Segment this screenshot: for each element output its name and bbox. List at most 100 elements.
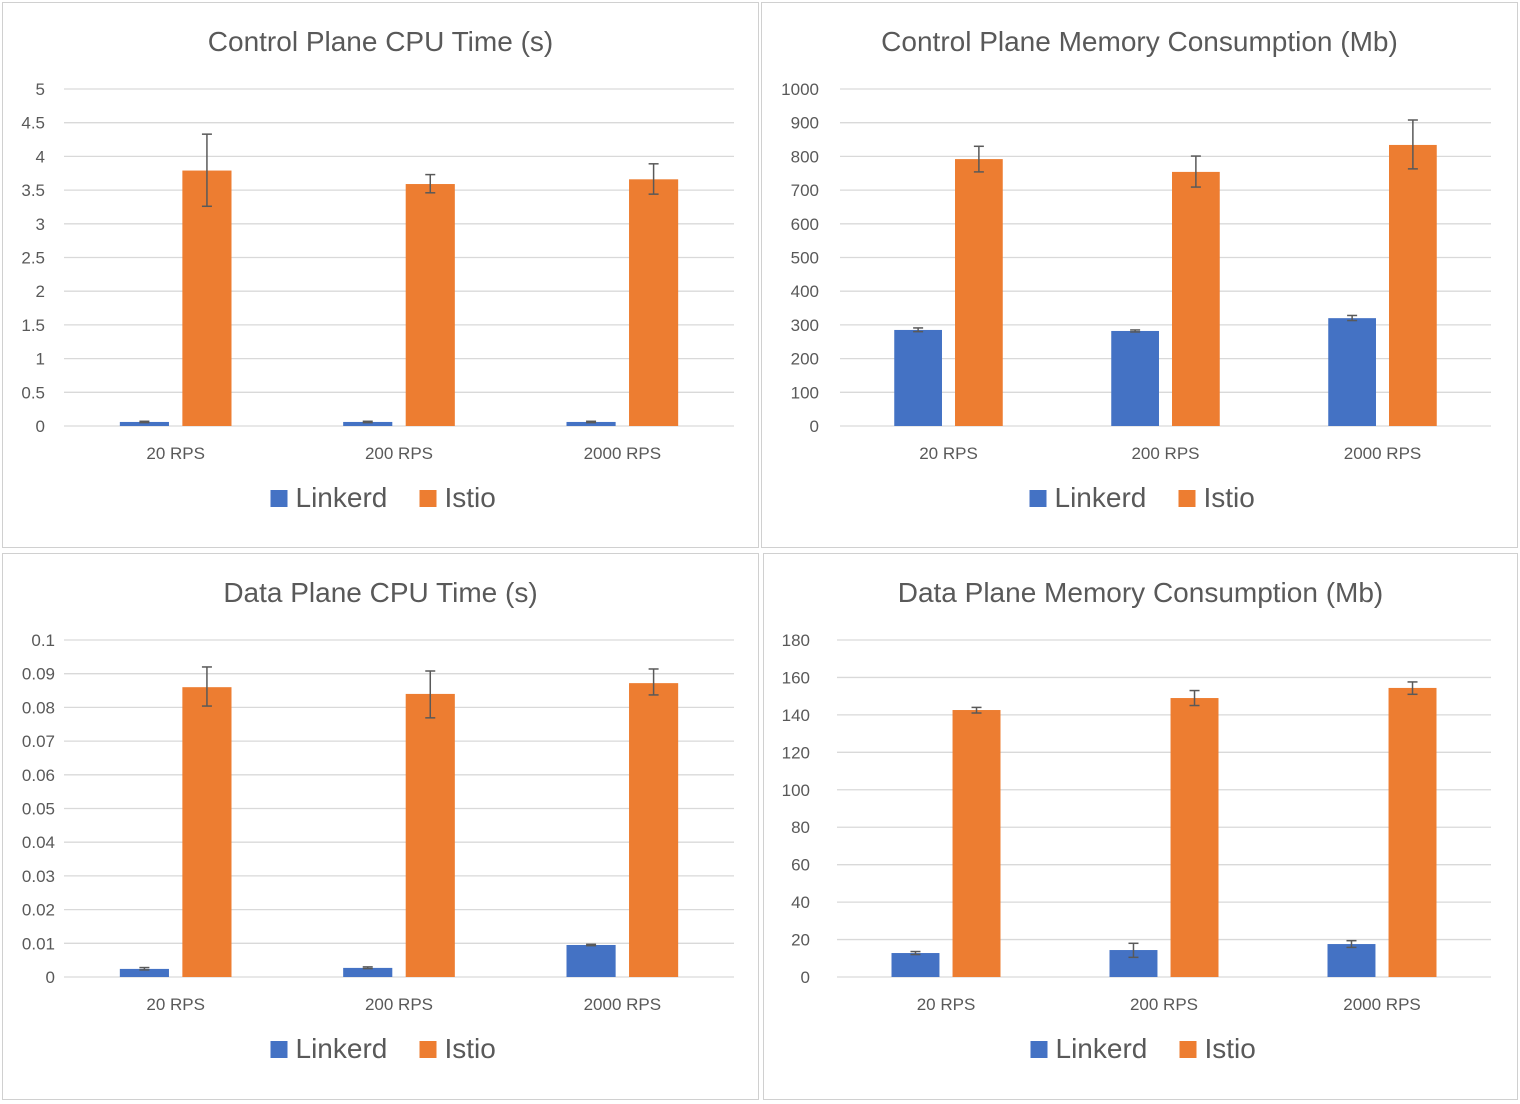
bar-istio xyxy=(182,170,232,426)
bar-linkerd xyxy=(343,421,393,426)
y-tick-label: 40 xyxy=(791,893,810,912)
y-tick-label: 0.07 xyxy=(22,732,55,751)
y-tick-label: 0.02 xyxy=(22,901,55,920)
y-tick-label: 1000 xyxy=(781,80,819,99)
bar-linkerd xyxy=(566,421,616,426)
legend-label: Linkerd xyxy=(296,1033,388,1064)
y-tick-label: 0.5 xyxy=(21,383,45,402)
y-tick-label: 3 xyxy=(36,215,45,234)
bar-istio xyxy=(952,710,1001,977)
chart-panel-data-memory: Data Plane Memory Consumption (Mb) 0 20 40 6… xyxy=(763,553,1518,1100)
bar-istio xyxy=(1389,144,1437,426)
x-tick-label: 20 RPS xyxy=(146,444,205,463)
x-tick-label: 20 RPS xyxy=(919,444,978,463)
y-tick-label: 300 xyxy=(791,316,819,335)
y-tick-label: 160 xyxy=(782,668,810,687)
legend-label: Istio xyxy=(445,1033,496,1064)
y-tick-label: 700 xyxy=(791,181,819,200)
y-tick-label: 5 xyxy=(36,80,45,99)
bar-istio xyxy=(182,687,232,977)
y-tick-label: 0.03 xyxy=(22,867,55,886)
legend-label: Istio xyxy=(1204,482,1255,513)
bar-linkerd xyxy=(343,967,393,977)
legend-swatch-istio xyxy=(1179,1041,1197,1058)
y-tick-label: 20 xyxy=(791,931,810,950)
bar-istio xyxy=(1170,698,1219,977)
bar-istio xyxy=(629,683,679,977)
legend-swatch-linkerd xyxy=(1029,490,1047,507)
y-tick-label: 200 xyxy=(791,350,819,369)
y-tick-label: 120 xyxy=(782,743,810,762)
chart-title: Control Plane Memory Consumption (Mb) xyxy=(881,26,1398,57)
y-tick-label: 0 xyxy=(36,417,45,436)
bar-istio xyxy=(629,179,679,426)
legend-label: Linkerd xyxy=(1055,482,1147,513)
chart-title: Data Plane CPU Time (s) xyxy=(223,577,537,608)
bar-linkerd xyxy=(119,968,169,977)
y-tick-label: 140 xyxy=(782,706,810,725)
chart-title: Data Plane Memory Consumption (Mb) xyxy=(898,577,1384,608)
y-tick-label: 0 xyxy=(46,968,55,987)
y-tick-label: 100 xyxy=(791,383,819,402)
legend-swatch-linkerd xyxy=(270,1041,288,1058)
legend-label: Istio xyxy=(445,482,496,513)
chart-panel-control-cpu: Control Plane CPU Time (s) 0 0.5 1 1.5 2 2.5 3 3… xyxy=(2,2,759,548)
y-tick-label: 80 xyxy=(791,818,810,837)
x-tick-label: 2000 RPS xyxy=(1344,444,1422,463)
y-tick-label: 180 xyxy=(782,631,810,650)
y-tick-label: 60 xyxy=(791,856,810,875)
y-tick-label: 0 xyxy=(801,968,810,987)
y-tick-label: 0 xyxy=(810,417,819,436)
x-tick-label: 2000 RPS xyxy=(584,995,662,1014)
y-tick-label: 1.5 xyxy=(21,316,45,335)
x-tick-label: 200 RPS xyxy=(365,444,433,463)
y-tick-label: 4.5 xyxy=(21,114,45,133)
x-tick-label: 200 RPS xyxy=(1130,995,1198,1014)
chart: Control Plane Memory Consumption (Mb) 0 10… xyxy=(781,26,1491,513)
legend-swatch-istio xyxy=(419,1041,437,1058)
x-tick-label: 200 RPS xyxy=(1131,444,1199,463)
x-tick-label: 200 RPS xyxy=(365,995,433,1014)
chart-title: Control Plane CPU Time (s) xyxy=(208,26,553,57)
bar-linkerd xyxy=(119,421,169,426)
bar-linkerd xyxy=(1328,318,1376,426)
bar-linkerd xyxy=(566,944,616,977)
x-tick-label: 20 RPS xyxy=(917,995,976,1014)
y-tick-label: 0.09 xyxy=(22,665,55,684)
y-tick-label: 4 xyxy=(36,147,45,166)
y-tick-label: 500 xyxy=(791,249,819,268)
legend-label: Istio xyxy=(1205,1033,1256,1064)
y-tick-label: 0.06 xyxy=(22,766,55,785)
bar-istio xyxy=(405,184,455,426)
y-tick-label: 600 xyxy=(791,215,819,234)
y-tick-label: 0.01 xyxy=(22,934,55,953)
chart-panel-data-cpu: Data Plane CPU Time (s) 0 0.01 0.02 0.03 0.04… xyxy=(2,553,759,1100)
y-tick-label: 400 xyxy=(791,282,819,301)
y-tick-label: 2 xyxy=(36,282,45,301)
legend-label: Linkerd xyxy=(1056,1033,1148,1064)
bar-istio xyxy=(405,693,455,977)
legend-swatch-istio xyxy=(419,490,437,507)
x-tick-label: 2000 RPS xyxy=(584,444,662,463)
bar-linkerd xyxy=(894,329,942,426)
bar-istio xyxy=(1388,687,1437,977)
y-tick-label: 2.5 xyxy=(21,249,45,268)
bar-linkerd xyxy=(891,953,940,977)
y-tick-label: 0.04 xyxy=(22,833,55,852)
y-tick-label: 0.05 xyxy=(22,800,55,819)
legend-label: Linkerd xyxy=(296,482,388,513)
bar-linkerd xyxy=(1327,944,1376,977)
bar-linkerd xyxy=(1111,330,1159,426)
bar-istio xyxy=(955,159,1003,426)
y-tick-label: 0.08 xyxy=(22,698,55,717)
chart: Control Plane CPU Time (s) 0 0.5 1 1.5 2 2.5 3 3… xyxy=(21,26,734,513)
y-tick-label: 0.1 xyxy=(31,631,55,650)
legend-swatch-linkerd xyxy=(1030,1041,1048,1058)
chart: Data Plane Memory Consumption (Mb) 0 20 40 6… xyxy=(782,577,1491,1064)
chart: Data Plane CPU Time (s) 0 0.01 0.02 0.03 0.04… xyxy=(22,577,734,1064)
y-tick-label: 100 xyxy=(782,781,810,800)
legend-swatch-linkerd xyxy=(270,490,288,507)
y-tick-label: 1 xyxy=(36,350,45,369)
x-tick-label: 20 RPS xyxy=(146,995,205,1014)
y-tick-label: 3.5 xyxy=(21,181,45,200)
